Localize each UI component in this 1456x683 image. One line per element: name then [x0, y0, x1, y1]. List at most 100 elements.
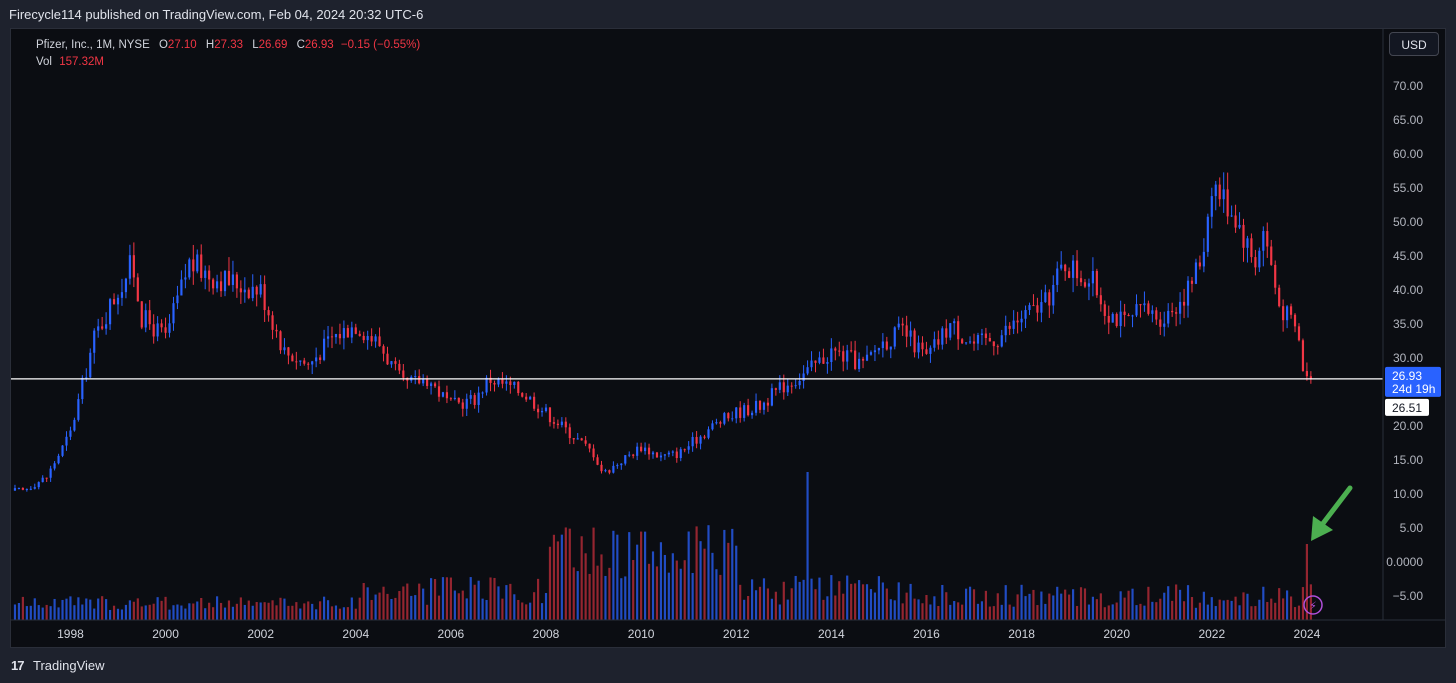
- time-axis: 1998 2000 2002 2004 2006 2008 2010 2012 2014 2016…: [11, 619, 1445, 641]
- countdown-label: 24d 19h: [1392, 382, 1435, 396]
- y-tick-label: 30.00: [1393, 351, 1423, 365]
- volume-bar: [1083, 588, 1087, 620]
- candle-body: [489, 377, 492, 383]
- candle-body: [398, 363, 401, 371]
- candle-body: [1258, 250, 1261, 268]
- volume-bar: [1230, 600, 1233, 620]
- volume-bar: [112, 605, 116, 620]
- candle-body: [168, 323, 171, 333]
- volume-bar: [739, 584, 742, 620]
- volume-bar: [1198, 602, 1201, 620]
- volume-bar: [750, 579, 754, 620]
- candle-body: [885, 341, 888, 350]
- volume-bar: [85, 598, 88, 620]
- candle-body: [663, 454, 666, 456]
- volume-bar: [540, 603, 544, 620]
- volume-bar: [433, 579, 437, 620]
- candle-body: [1060, 264, 1063, 269]
- volume-bar: [723, 529, 726, 620]
- volume-bar: [1214, 606, 1217, 620]
- candle-body: [1289, 306, 1293, 315]
- candle-body: [303, 360, 306, 364]
- candle-body: [493, 382, 496, 385]
- currency-button[interactable]: USD: [1389, 32, 1439, 56]
- candle-body: [422, 379, 425, 384]
- candle-body: [1028, 305, 1031, 310]
- symbol-name[interactable]: Pfizer, Inc., 1M, NYSE: [36, 39, 150, 51]
- volume-bar: [1075, 605, 1079, 620]
- candle-body: [160, 323, 163, 328]
- volume-bar: [45, 604, 48, 620]
- volume-bar: [933, 596, 936, 620]
- y-tick-label: −5.00: [1393, 589, 1424, 603]
- y-tick-label: 20.00: [1393, 419, 1423, 433]
- lightning-icon[interactable]: ⚡: [1303, 595, 1323, 615]
- candle-body: [548, 407, 552, 423]
- candle-body: [691, 436, 694, 447]
- volume-bar: [754, 590, 758, 620]
- x-tick-label: 2014: [818, 627, 845, 641]
- volume-bar: [552, 534, 556, 620]
- candle-body: [798, 380, 801, 386]
- candle-body: [699, 436, 702, 444]
- volume-bar: [61, 599, 64, 620]
- candle-body: [1119, 311, 1122, 327]
- candle-body: [1238, 224, 1241, 228]
- candle-body: [1012, 320, 1015, 329]
- volume-bar: [865, 584, 869, 620]
- candle-body: [251, 286, 254, 299]
- volume-bar: [1012, 606, 1015, 620]
- candle-body: [267, 310, 270, 316]
- volume-bar: [279, 597, 282, 620]
- candle-body: [909, 330, 912, 337]
- candle-body: [1091, 270, 1094, 284]
- volume-bar: [1139, 603, 1142, 620]
- volume-bar: [196, 601, 199, 620]
- candle-body: [1079, 278, 1083, 283]
- candle-body: [529, 396, 532, 400]
- candle-body: [1194, 262, 1198, 284]
- volume-bar: [913, 598, 916, 620]
- candle-body: [196, 254, 199, 272]
- candle-body: [453, 397, 456, 400]
- volume-bar: [711, 552, 714, 620]
- candle-body: [108, 299, 112, 325]
- volume-bar: [1250, 606, 1253, 620]
- candle-body: [667, 452, 670, 455]
- volume-bar: [275, 605, 278, 620]
- volume-bar: [707, 525, 710, 620]
- candlesticks: [13, 172, 1312, 492]
- candle-body: [350, 327, 353, 338]
- candle-body: [865, 354, 869, 361]
- volume-label: Vol: [36, 56, 52, 68]
- volume-bar: [315, 609, 318, 620]
- volume-bar: [1226, 599, 1229, 620]
- volume-bar: [814, 589, 817, 620]
- candle-body: [762, 402, 766, 410]
- volume-bar: [1234, 596, 1237, 620]
- volume-bar: [842, 593, 845, 620]
- candle-body: [148, 310, 151, 325]
- candle-body: [243, 289, 246, 293]
- svg-text:⚡: ⚡: [1309, 600, 1317, 613]
- volume-bar: [1305, 544, 1308, 620]
- candle-body: [1052, 284, 1055, 306]
- volume-bar: [243, 604, 246, 620]
- volume-bar: [525, 604, 528, 620]
- volume-bar: [608, 567, 611, 620]
- volume-bar: [235, 603, 238, 620]
- volume-bar: [984, 590, 987, 620]
- candle-body: [854, 350, 857, 369]
- candle-body: [200, 254, 203, 278]
- volume-bar: [144, 605, 147, 620]
- candle-body: [992, 341, 995, 347]
- candle-body: [846, 350, 849, 362]
- x-tick-label: 2016: [913, 627, 940, 641]
- candle-body: [1020, 318, 1023, 323]
- candle-body: [445, 392, 449, 399]
- volume-bar: [1032, 589, 1035, 620]
- candle-body: [1230, 215, 1233, 217]
- volume-bar: [136, 598, 139, 620]
- candle-body: [1218, 184, 1221, 200]
